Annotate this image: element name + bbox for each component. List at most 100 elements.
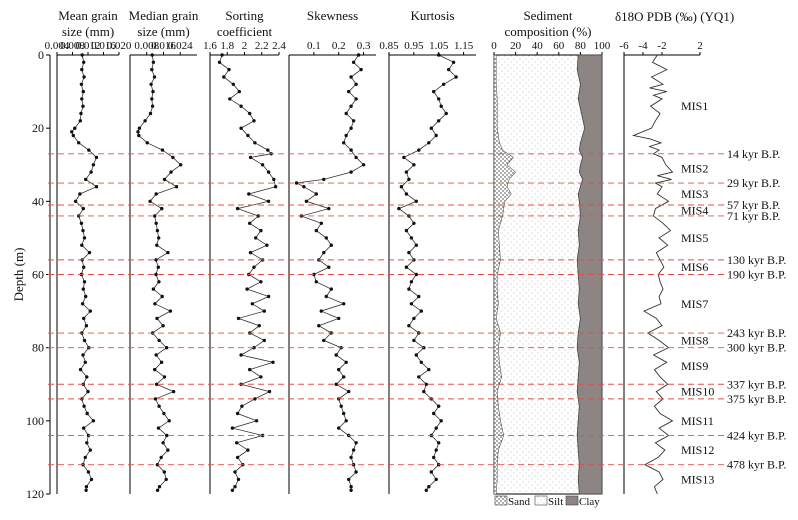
data-point	[82, 316, 86, 321]
data-point	[407, 287, 411, 291]
data-point	[155, 243, 159, 247]
data-point	[247, 192, 251, 196]
data-point	[230, 426, 235, 430]
data-point	[432, 455, 436, 460]
data-point	[344, 111, 348, 116]
series-line	[631, 54, 674, 495]
panel-tick-label: -6	[619, 40, 629, 52]
data-point	[424, 488, 428, 492]
data-point	[81, 104, 85, 108]
data-point	[253, 397, 257, 401]
data-point	[437, 53, 441, 57]
data-point	[417, 375, 421, 379]
data-point	[154, 258, 158, 262]
data-point	[151, 287, 156, 291]
data-point	[160, 294, 164, 299]
data-point	[419, 309, 423, 313]
panel-tick-label: -2	[657, 40, 666, 52]
data-point	[429, 470, 433, 474]
data-point	[82, 75, 86, 79]
data-point	[412, 316, 416, 321]
data-point	[83, 360, 88, 364]
data-point	[151, 89, 155, 94]
data-point	[250, 302, 254, 306]
data-point	[155, 228, 160, 233]
data-point	[156, 426, 161, 430]
depth-tick-label: 60	[32, 268, 44, 282]
panel-tick-label: 60	[553, 40, 565, 52]
data-point	[402, 155, 406, 160]
age-label: 375 kyr B.P.	[727, 392, 786, 406]
data-point	[248, 250, 253, 255]
panel-title: Median grain	[129, 8, 199, 23]
age-label: 424 kyr B.P.	[727, 428, 786, 442]
data-point	[248, 221, 252, 225]
data-point	[159, 455, 163, 460]
legend-label-clay: Clay	[579, 496, 600, 508]
data-point	[157, 236, 161, 240]
data-point	[349, 170, 353, 174]
data-point	[171, 155, 175, 160]
data-point	[84, 177, 88, 182]
data-point	[91, 163, 96, 167]
data-point	[235, 411, 240, 416]
mis-label: MIS7	[681, 297, 708, 311]
data-point	[220, 53, 224, 57]
data-point	[334, 382, 338, 386]
panel-tick-label: 80	[575, 40, 587, 52]
data-point	[245, 287, 249, 291]
data-point	[409, 236, 414, 240]
data-point	[137, 133, 141, 138]
data-point	[429, 126, 433, 130]
data-point	[417, 294, 421, 299]
data-point	[155, 316, 159, 321]
mis-label: MIS13	[681, 472, 714, 486]
series-line	[398, 54, 457, 491]
legend-swatch-silt	[534, 495, 548, 506]
data-point	[319, 221, 323, 225]
data-point	[434, 477, 438, 482]
data-point	[434, 133, 438, 138]
data-point	[150, 97, 154, 101]
data-point	[231, 82, 235, 87]
data-point	[253, 141, 257, 145]
data-point	[354, 97, 358, 101]
data-point	[149, 82, 153, 87]
data-point	[94, 185, 99, 189]
data-point	[329, 287, 333, 291]
data-point	[342, 411, 346, 416]
data-point	[81, 206, 86, 211]
mis-label: MIS10	[681, 385, 714, 399]
panel-tick-label: 1.05	[429, 40, 449, 52]
data-point	[337, 367, 341, 372]
data-point	[349, 104, 353, 108]
data-point	[327, 206, 331, 211]
data-point	[79, 111, 83, 116]
data-point	[434, 448, 438, 452]
data-point	[272, 177, 276, 182]
data-point	[239, 126, 243, 130]
data-point	[437, 441, 441, 445]
data-point	[439, 419, 443, 423]
data-point	[412, 163, 416, 167]
legend-label-sand: Sand	[508, 496, 531, 508]
data-point	[155, 488, 160, 492]
data-point	[404, 228, 409, 233]
legend-swatch-sand	[494, 495, 508, 506]
data-point	[153, 367, 157, 372]
mis-label: MIS6	[681, 260, 708, 274]
data-point	[233, 470, 237, 474]
data-point	[322, 177, 326, 182]
panel-title: size (mm)	[62, 24, 114, 39]
age-label: 14 kyr B.P.	[727, 147, 780, 161]
age-label: 29 kyr B.P.	[727, 176, 780, 190]
data-point	[322, 250, 326, 255]
panel-tick-label: 0.012	[76, 40, 101, 52]
data-point	[162, 375, 167, 379]
panel-tick-label: 2	[242, 40, 248, 52]
data-point	[414, 243, 418, 247]
data-point	[414, 353, 418, 357]
data-point	[78, 119, 83, 123]
data-point	[347, 477, 351, 482]
